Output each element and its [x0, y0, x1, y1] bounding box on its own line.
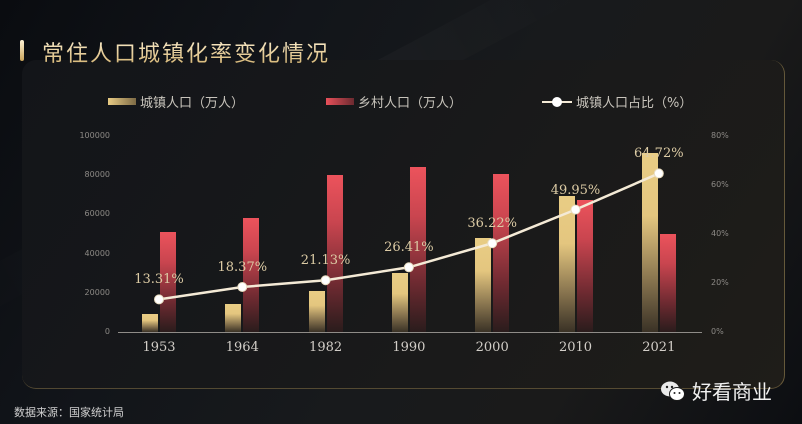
point-label: 21.13% — [300, 253, 351, 269]
bar-rural — [659, 234, 676, 332]
x-axis-label: 1953 — [142, 340, 176, 355]
x-axis-label: 1982 — [309, 340, 343, 355]
legend-ratio: 城镇人口占比（%） — [542, 92, 692, 111]
right-axis-tick: 20% — [711, 278, 729, 287]
point-label: 13.31% — [134, 272, 184, 288]
legend-rural-label: 乡村人口（万人） — [358, 96, 463, 111]
right-axis-tick: 40% — [711, 229, 729, 238]
ratio-point-marker — [154, 294, 164, 305]
point-label: 18.37% — [217, 259, 268, 275]
ratio-point-marker — [320, 275, 331, 286]
legend-rural: 乡村人口（万人） — [326, 92, 462, 111]
x-axis-label: 2021 — [642, 340, 676, 355]
bar-rural — [409, 167, 426, 332]
bar-urban — [308, 290, 325, 332]
left-axis-tick: 0 — [104, 327, 110, 336]
ratio-point-marker — [653, 168, 664, 179]
data-source: 数据来源：国家统计局 — [14, 406, 124, 419]
bar-rural — [576, 200, 593, 332]
wechat-icon — [661, 381, 685, 401]
point-label: 26.41% — [384, 240, 434, 256]
ratio-point-marker — [237, 281, 248, 292]
bar-urban — [475, 237, 492, 332]
ratio-point-marker — [570, 204, 581, 215]
right-axis-tick: 80% — [711, 131, 729, 140]
point-label: 49.95% — [550, 182, 601, 198]
legend-urban-label: 城镇人口（万人） — [140, 96, 245, 111]
bar-urban — [142, 313, 158, 332]
urban-swatch-icon — [108, 98, 136, 105]
ratio-point-marker — [487, 238, 498, 249]
x-axis-label: 1990 — [392, 340, 426, 355]
bar-urban — [391, 272, 408, 332]
left-axis-tick: 40000 — [84, 248, 110, 258]
left-axis-tick: 60000 — [84, 209, 110, 219]
bar-rural — [493, 173, 510, 332]
x-axis-label: 2010 — [558, 340, 593, 355]
point-label: 36.22% — [467, 216, 517, 232]
left-axis-tick: 20000 — [84, 287, 110, 297]
x-axis-label: 1964 — [225, 340, 259, 355]
point-label: 64.72% — [634, 146, 684, 162]
right-axis-tick: 60% — [711, 180, 729, 189]
x-axis-label: 2000 — [475, 340, 509, 355]
bar-rural — [160, 232, 176, 332]
rural-swatch-icon — [326, 98, 354, 105]
bar-rural — [326, 175, 343, 332]
ratio-point-marker — [403, 262, 414, 273]
line-marker-icon — [542, 96, 572, 107]
chart-panel — [22, 60, 785, 389]
bar-urban — [558, 195, 575, 332]
legend-urban: 城镇人口（万人） — [108, 92, 244, 111]
bar-urban — [225, 303, 242, 332]
x-axis-line — [118, 332, 702, 333]
brand-name: 好看商业 — [692, 380, 772, 404]
brand-watermark: 好看商业 — [660, 376, 772, 405]
left-axis-tick: 80000 — [84, 170, 110, 180]
page-title: 常住人口城镇化率变化情况 — [42, 36, 330, 68]
legend-ratio-label: 城镇人口占比（%） — [576, 96, 693, 111]
title-accent-bar — [20, 40, 24, 61]
bar-rural — [243, 218, 260, 332]
right-axis-tick: 0% — [711, 327, 724, 336]
left-axis-tick: 100000 — [79, 131, 110, 140]
bar-urban — [641, 152, 658, 332]
